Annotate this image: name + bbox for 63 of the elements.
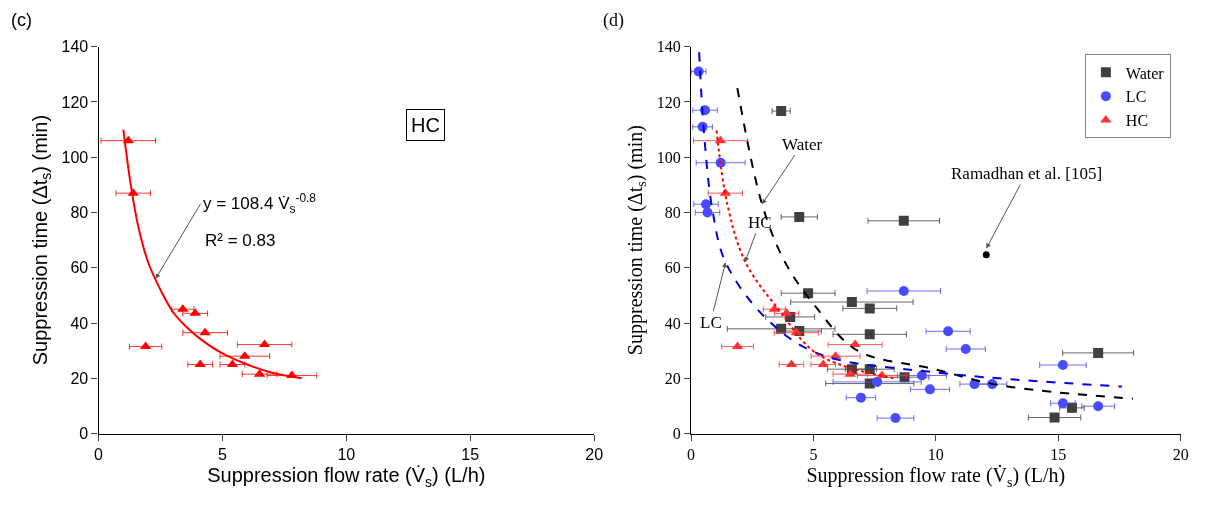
point [702,207,713,218]
point [1049,412,1060,423]
point [890,413,901,424]
point [199,327,211,336]
x-tick-label: 0 [94,445,104,463]
y-tick-label: 120 [656,93,681,111]
x-tick-label: 5 [809,445,818,463]
chart-title: (d) [603,10,624,31]
x-tick-label: 15 [1050,445,1067,463]
y-tick-label: 40 [664,314,681,332]
x-tick-label: 5 [218,445,227,463]
legend-label: LC [1125,88,1147,106]
point [855,392,866,403]
point [943,326,954,337]
x-tick-label: 10 [337,445,356,463]
point [872,376,883,387]
annotation: R² = 0.83 [205,231,276,250]
x-axis-title: Suppression flow rate (V̇$_{s}$) (L/h) [806,463,1066,490]
point [701,199,712,210]
annotation: HC [411,114,440,136]
point [1057,360,1068,371]
x-tick-label: 15 [461,445,480,463]
annotation: Ramadhan et al. [105] [951,164,1103,183]
point [864,303,875,314]
point [916,370,927,381]
y-tick-label: 80 [70,204,89,222]
y-tick-label: 120 [61,93,89,111]
y-tick-label: 0 [672,425,681,443]
point [794,211,805,222]
x-axis-title: Suppression flow rate (V̇$_{s}$) (L/h) [207,464,486,490]
point [1057,398,1068,409]
y-tick-label: 20 [70,369,89,387]
y-tick-label: 40 [70,314,89,332]
annotation: LC [700,313,722,332]
legend-label: Water [1125,64,1165,82]
line-series [698,51,1123,388]
point [1093,347,1104,358]
y-tick-label: 140 [656,38,681,56]
point [864,329,875,340]
y-tick-label: 100 [61,148,89,166]
point [846,297,857,308]
annotation: Water [782,135,823,154]
y-tick-label: 80 [664,204,681,222]
annotation: HC [748,213,772,232]
point [776,106,787,117]
point [898,285,909,296]
point [1093,401,1104,412]
x-tick-label: 20 [585,445,604,463]
x-tick-label: 10 [927,445,944,463]
point [898,215,909,226]
x-tick-label: 0 [687,445,696,463]
y-tick-label: 60 [70,259,89,277]
chart-title: (c) [11,10,32,30]
x-tick-label: 20 [1172,445,1189,463]
legend-label: HC [1125,112,1149,130]
point [960,344,971,354]
point [982,251,990,259]
y-tick-label: 20 [664,369,681,387]
y-tick-label: 100 [656,148,681,166]
y-tick-label: 60 [664,259,681,277]
y-tick-label: 140 [61,38,89,56]
point [924,384,935,395]
y-tick-label: 0 [79,425,89,443]
